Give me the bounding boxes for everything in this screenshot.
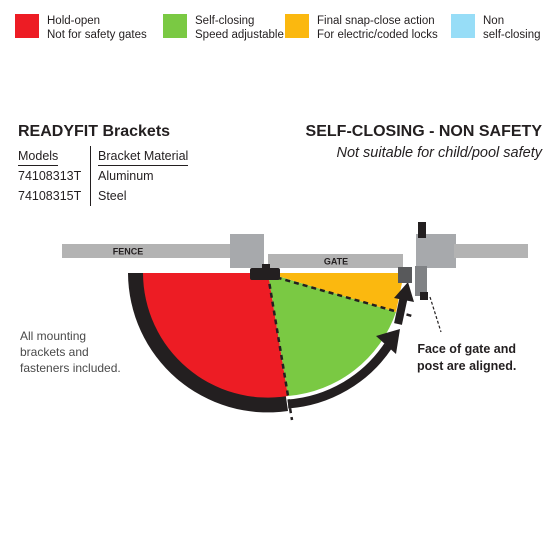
alignment-note: Face of gate and post are aligned.	[417, 341, 516, 375]
legend-label: Final snap-close action	[317, 15, 435, 27]
bracket-table: Models Bracket Material 74108313T Alumin…	[18, 146, 189, 206]
latch-body-icon	[398, 267, 412, 283]
legend-self-closing: Self-closing Speed adjustable	[163, 14, 284, 42]
fence-rail	[62, 244, 232, 258]
models-header: Models	[18, 148, 59, 166]
latch-bracket-icon	[415, 266, 427, 296]
mode-title: SELF-CLOSING - NON SAFETY	[305, 123, 542, 140]
legend-description: For electric/coded locks	[317, 29, 438, 41]
snap-arc	[394, 295, 408, 325]
snap-close-zone	[268, 273, 404, 312]
alignment-pointer	[429, 296, 442, 333]
legend-label: Non	[483, 15, 505, 27]
model-cell: 74108315T	[18, 189, 82, 203]
arrow-head-icon	[376, 329, 400, 354]
material-cell: Aluminum	[90, 166, 154, 186]
self-closing-position-line	[267, 273, 413, 318]
legend-snap-close: Final snap-close action For electric/cod…	[285, 14, 438, 42]
arrow-head-icon	[394, 282, 414, 302]
legend-label: Self-closing	[195, 15, 255, 27]
legend-non-self-closing: Non self-closing	[451, 14, 541, 42]
model-cell: 74108313T	[18, 169, 82, 183]
post-rail	[454, 244, 528, 258]
legend-hold-open: Hold-open Not for safety gates	[15, 14, 147, 42]
legend-description: Speed adjustable	[195, 29, 284, 41]
hinge-icon	[250, 268, 280, 280]
closing-arc	[287, 343, 392, 409]
legend-swatch-red	[15, 14, 39, 38]
mounting-note: All mounting brackets and fasteners incl…	[20, 328, 121, 376]
table-row: 74108315T Steel	[18, 186, 188, 206]
fence-post	[230, 234, 264, 268]
legend-description: Not for safety gates	[47, 29, 147, 41]
note-line: brackets and	[20, 345, 89, 359]
latch-post	[416, 234, 456, 268]
legend-swatch-green	[163, 14, 187, 38]
note-line: All mounting	[20, 329, 87, 343]
material-header: Bracket Material	[98, 148, 189, 166]
table-row: 74108313T Aluminum	[18, 166, 188, 186]
hold-open-position-line	[266, 274, 294, 421]
mode-subtitle: Not suitable for child/pool safety	[336, 145, 542, 161]
legend-label: Hold-open	[47, 15, 101, 27]
note-line: fasteners included.	[20, 361, 121, 375]
gate-label: GATE	[324, 257, 348, 267]
note-line: Face of gate and	[417, 342, 516, 356]
legend-description: self-closing	[483, 29, 541, 41]
self-closing-zone	[268, 273, 396, 396]
material-cell: Steel	[90, 186, 127, 206]
legend-swatch-blue	[451, 14, 475, 38]
latch-top-icon	[418, 222, 426, 238]
gate-panel	[268, 254, 403, 268]
product-title: READYFIT Brackets	[18, 123, 171, 140]
table-header-row: Models Bracket Material	[18, 146, 189, 166]
hold-open-zone	[143, 273, 288, 398]
legend-swatch-yellow	[285, 14, 309, 38]
note-line: post are aligned.	[417, 359, 517, 373]
fence-label: FENCE	[113, 247, 144, 257]
